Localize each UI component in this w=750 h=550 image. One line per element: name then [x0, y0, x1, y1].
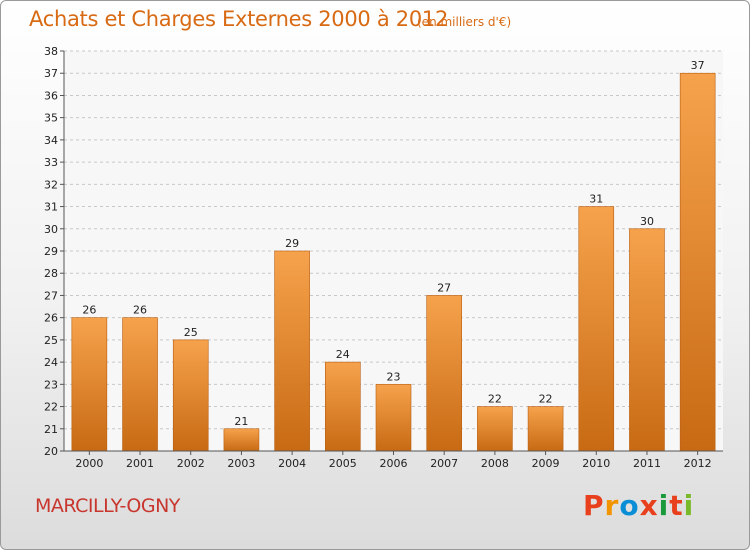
bar-2012: [679, 72, 716, 452]
y-tick-label: 31: [44, 201, 58, 214]
y-tick-label: 35: [44, 112, 58, 125]
bar-2008: [477, 406, 513, 452]
data-label-2003: 21: [234, 415, 248, 428]
x-tick-label-2001: 2001: [126, 457, 154, 470]
x-tick-label-2008: 2008: [481, 457, 509, 470]
y-tick-label: 26: [44, 312, 58, 325]
data-label-2007: 27: [437, 281, 451, 294]
brand-letter: i: [658, 489, 670, 522]
x-tick-label-2004: 2004: [278, 457, 306, 470]
x-tick-label-2006: 2006: [380, 457, 408, 470]
bar-2006: [375, 384, 412, 452]
y-tick-label: 29: [44, 245, 58, 258]
y-tick-label: 28: [44, 267, 58, 280]
x-tick-label-2007: 2007: [430, 457, 458, 470]
commune-name: MARCILLY-OGNY: [35, 495, 180, 517]
y-tick-label: 32: [44, 178, 58, 191]
y-tick-label: 21: [44, 423, 58, 436]
brand-letter: r: [604, 489, 620, 522]
y-tick-label: 22: [44, 401, 58, 414]
bar-2004: [274, 250, 310, 452]
data-label-2001: 26: [133, 304, 147, 317]
x-tick-label-2002: 2002: [177, 457, 205, 470]
y-tick-label: 38: [44, 45, 58, 58]
proxiti-logo: Proxiti: [583, 489, 694, 522]
data-label-2004: 29: [285, 237, 299, 250]
y-tick-label: 37: [44, 67, 58, 80]
data-label-2008: 22: [488, 393, 502, 406]
x-tick-label-2010: 2010: [582, 457, 610, 470]
y-tick-label: 24: [44, 356, 58, 369]
y-tick-label: 34: [44, 134, 58, 147]
data-label-2009: 22: [539, 393, 553, 406]
brand-letter: o: [619, 489, 640, 522]
x-tick-label-2000: 2000: [75, 457, 103, 470]
x-tick-label-2003: 2003: [227, 457, 255, 470]
y-tick-label: 27: [44, 289, 58, 302]
bar-2011: [629, 228, 665, 452]
y-tick-label: 20: [44, 445, 58, 458]
bar-2009: [527, 406, 564, 452]
chart-title: Achats et Charges Externes 2000 à 2012: [29, 7, 449, 31]
bar-2003: [223, 428, 260, 452]
chart-subtitle: (en milliers d'€): [417, 15, 512, 29]
y-tick-label: 36: [44, 89, 58, 102]
bar-2005: [325, 361, 361, 452]
x-tick-label-2011: 2011: [633, 457, 661, 470]
bar-2007: [426, 295, 462, 452]
data-label-2011: 30: [640, 215, 654, 228]
y-tick-label: 23: [44, 378, 58, 391]
y-tick-label: 30: [44, 223, 58, 236]
x-tick-label-2009: 2009: [532, 457, 560, 470]
x-tick-label-2005: 2005: [329, 457, 357, 470]
brand-letter: P: [583, 489, 605, 522]
data-label-2005: 24: [336, 348, 350, 361]
brand-letter: x: [639, 489, 659, 522]
data-label-2010: 31: [589, 193, 603, 206]
bar-2002: [172, 339, 209, 452]
bar-2000: [71, 317, 108, 452]
data-label-2012: 37: [691, 59, 705, 72]
brand-letter: i: [683, 489, 695, 522]
y-tick-label: 25: [44, 334, 58, 347]
data-label-2002: 25: [184, 326, 198, 339]
brand-letter: t: [669, 489, 684, 522]
bar-2001: [122, 317, 158, 452]
bar-2010: [578, 206, 615, 452]
data-label-2006: 23: [387, 370, 401, 383]
y-tick-label: 33: [44, 156, 58, 169]
data-label-2000: 26: [82, 304, 96, 317]
x-tick-label-2012: 2012: [684, 457, 712, 470]
